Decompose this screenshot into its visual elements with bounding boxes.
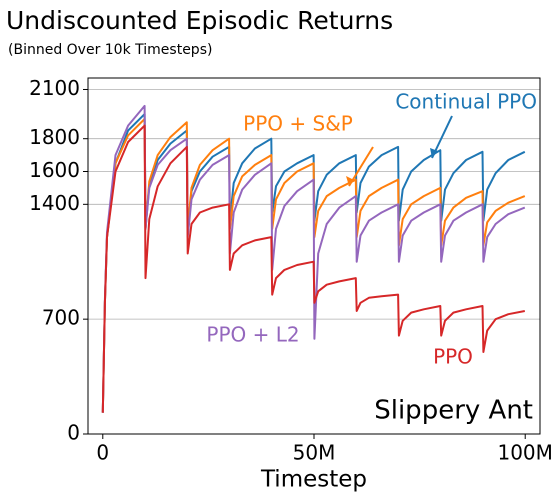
x-tick-label: 0 [96,441,109,465]
plot-area [88,89,540,435]
y-tick-label: 1800 [29,125,80,149]
chart-title: Undiscounted Episodic Returns [6,6,393,35]
annotation-arrow-head [346,176,354,186]
chart-subtitle: (Binned Over 10k Timesteps) [8,42,212,58]
y-tick-label: 1600 [29,158,80,182]
panel-label: Slippery Ant [374,396,533,426]
series-line [101,118,526,413]
x-tick-label: 100M [497,441,552,465]
series-line [101,113,526,413]
x-tick-label: 50M [293,441,336,465]
series-label: PPO [433,345,473,369]
y-tick-label: 1400 [29,191,80,215]
series-line [101,124,525,413]
series-label: PPO + L2 [206,323,299,347]
y-tick-label: 2100 [29,76,80,100]
series-line [101,104,526,413]
series-label: PPO + S&P [243,112,353,136]
series-label: Continual PPO [395,90,537,114]
y-tick-label: 700 [42,306,80,330]
x-axis-label: Timestep [260,467,367,493]
annotation-arrow-head [430,148,438,158]
plot-frame [87,77,541,435]
y-tick-label: 0 [67,421,80,445]
